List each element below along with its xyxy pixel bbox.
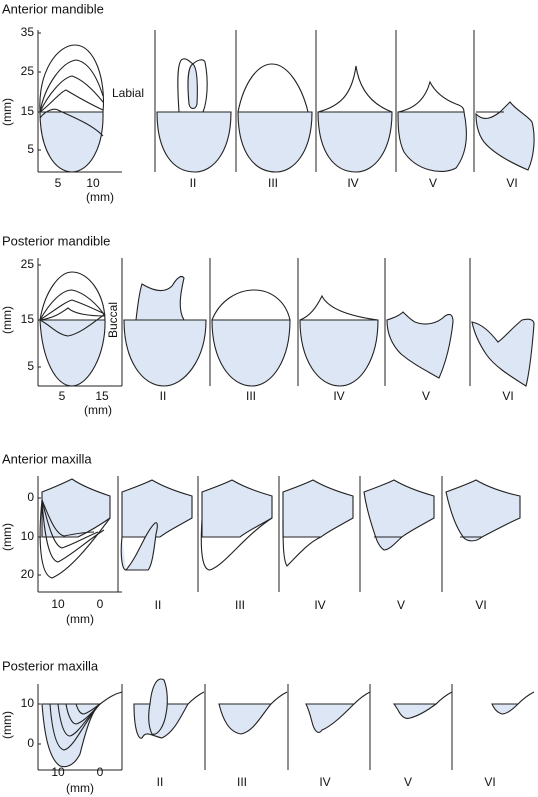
ridge: [39, 319, 106, 387]
class-label: II: [160, 389, 167, 403]
shapes: [39, 44, 535, 768]
ridge: [49, 703, 101, 751]
class-label: VI: [484, 775, 495, 789]
class-label: VI: [475, 598, 486, 612]
class-label: V: [397, 598, 405, 612]
class: [282, 479, 354, 567]
ridge: [41, 499, 99, 549]
class: [237, 63, 313, 173]
ridge: [39, 289, 106, 321]
class-label: IV: [333, 389, 344, 403]
x-axis-label: (mm): [86, 190, 114, 204]
y-tick-label: 15: [21, 312, 35, 326]
class: [445, 479, 521, 542]
class: [397, 80, 467, 172]
class: [200, 479, 273, 571]
class: [299, 294, 379, 387]
y-axis-label: (mm): [0, 306, 14, 334]
ridge: [39, 499, 111, 579]
class-label: III: [246, 389, 256, 403]
class-label: VI: [502, 389, 513, 403]
class-label: III: [268, 176, 278, 190]
class: [120, 479, 193, 571]
ridge: [65, 703, 101, 725]
side-label: Labial: [112, 86, 144, 100]
y-tick-label: 10: [21, 529, 35, 543]
x-tick-label: 0: [97, 597, 104, 611]
y-axis-label: (mm): [0, 98, 14, 126]
ridge: [39, 111, 104, 173]
y-tick-label: 25: [21, 64, 35, 78]
x-tick-label: 0: [97, 765, 104, 779]
class: [156, 58, 232, 173]
x-tick-label: 10: [86, 176, 100, 190]
class-label: III: [237, 775, 247, 789]
class-label: V: [404, 775, 412, 789]
class: [133, 678, 205, 739]
class: [392, 691, 453, 719]
ridge: [39, 313, 106, 337]
class: [491, 691, 535, 715]
y-tick-label: 0: [27, 736, 34, 750]
class-label: V: [422, 389, 430, 403]
x-tick-label: 5: [55, 176, 62, 190]
panel-title: Anterior maxilla: [2, 451, 92, 466]
class-label: IV: [314, 598, 325, 612]
ridge: [39, 44, 105, 113]
x-axis-label: (mm): [66, 781, 94, 795]
x-tick-label: 15: [95, 389, 109, 403]
x-tick-label: 10: [51, 597, 65, 611]
y-tick-label: 10: [21, 696, 35, 710]
class-label: IV: [347, 176, 358, 190]
y-tick-label: 20: [21, 567, 35, 581]
y-tick-label: 35: [21, 25, 35, 39]
panel-title: Posterior mandible: [2, 233, 110, 248]
x-tick-label: 10: [51, 765, 65, 779]
x-tick-label: 5: [59, 389, 66, 403]
ridge: [41, 499, 95, 537]
y-tick-label: 5: [27, 359, 34, 373]
class: [363, 479, 435, 551]
ridge: [57, 703, 101, 737]
ridge: [41, 478, 111, 538]
ridge: [75, 703, 101, 715]
y-axis-label: (mm): [0, 523, 14, 551]
ridge: [39, 75, 104, 113]
y-tick-label: 15: [21, 104, 35, 118]
panel-title: Anterior mandible: [2, 1, 104, 16]
ridge: [39, 307, 106, 321]
class-label: II: [155, 598, 162, 612]
class: [317, 65, 393, 173]
ridge: [39, 299, 106, 321]
side-label: Buccal: [106, 302, 120, 338]
class: [123, 276, 207, 387]
class-label: II: [190, 176, 197, 190]
y-tick-label: 25: [21, 257, 35, 271]
class: [386, 311, 454, 379]
class-label: V: [429, 176, 437, 190]
class: [475, 101, 535, 171]
ridge: [41, 499, 105, 563]
class: [211, 289, 291, 387]
y-tick-label: 5: [27, 142, 34, 156]
y-axis-label: (mm): [0, 711, 14, 739]
class-label: III: [235, 598, 245, 612]
ridge: [39, 89, 104, 113]
ridge: [39, 271, 106, 321]
panel-title: Posterior maxilla: [2, 658, 99, 673]
class-label: IV: [319, 775, 330, 789]
ridge: [99, 691, 123, 705]
class-label: VI: [506, 176, 517, 190]
class-label: II: [157, 775, 164, 789]
ridge: [39, 108, 104, 137]
class: [471, 318, 535, 387]
ridge: [39, 59, 104, 113]
x-axis-label: (mm): [84, 403, 112, 417]
class: [218, 691, 288, 735]
y-tick-label: 0: [27, 490, 34, 504]
x-axis-label: (mm): [66, 612, 94, 626]
class: [305, 691, 371, 733]
